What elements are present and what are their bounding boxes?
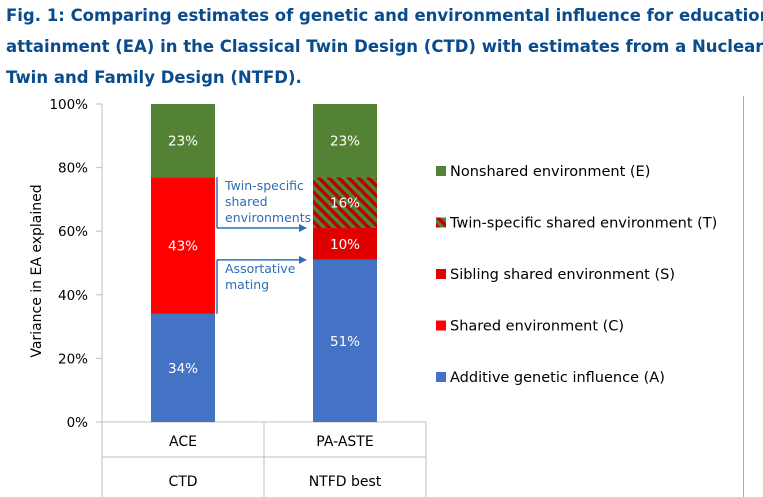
legend-swatch xyxy=(436,166,446,176)
legend-item: Shared environment (C) xyxy=(436,319,624,335)
bar-segment xyxy=(313,228,377,260)
y-tick-label: 80% xyxy=(58,161,88,177)
y-tick-label: 40% xyxy=(58,288,88,304)
figure-caption: Fig. 1: Comparing estimates of genetic a… xyxy=(6,0,763,93)
annotation-text: Assortative xyxy=(225,261,296,276)
x-group-label: NTFD best xyxy=(309,474,382,490)
data-label: 51% xyxy=(330,334,360,350)
legend-item: Sibling shared environment (S) xyxy=(436,267,675,283)
y-tick-label: 20% xyxy=(58,351,88,367)
legend-swatch xyxy=(436,372,446,382)
annotation-text: Twin-specific xyxy=(224,178,304,193)
legend-swatch xyxy=(436,217,446,228)
data-label: 23% xyxy=(168,134,198,150)
y-tick-label: 60% xyxy=(58,224,88,240)
annotation-text: mating xyxy=(225,277,269,292)
legend-label: Additive genetic influence (A) xyxy=(450,370,665,386)
legend-swatch xyxy=(436,269,446,279)
x-group-label: CTD xyxy=(168,474,197,490)
bar-segment xyxy=(151,177,215,314)
legend-label: Sibling shared environment (S) xyxy=(450,267,675,283)
caption-line-1: Fig. 1: Comparing estimates of genetic a… xyxy=(6,6,763,25)
legend-swatch xyxy=(436,320,446,331)
bar-segment xyxy=(313,104,377,178)
caption-line-3: Twin and Family Design (NTFD). xyxy=(6,68,302,87)
x-category-label: ACE xyxy=(169,434,197,450)
annotation-arrow-head xyxy=(299,255,307,264)
caption-line-2: attainment (EA) in the Classical Twin De… xyxy=(6,37,763,56)
legend-label: Nonshared environment (E) xyxy=(450,164,650,180)
bar-segment xyxy=(151,104,215,178)
legend-label: Twin-specific shared environment (T) xyxy=(449,216,717,232)
y-tick-label: 0% xyxy=(67,415,89,431)
legend-item: Twin-specific shared environment (T) xyxy=(436,216,717,232)
bar-segment xyxy=(151,313,215,422)
data-label: 10% xyxy=(330,237,360,253)
legend-item: Nonshared environment (E) xyxy=(436,164,650,180)
x-category-label: PA-ASTE xyxy=(316,434,373,450)
y-axis-title: Variance in EA explained xyxy=(29,184,45,357)
data-label: 43% xyxy=(168,239,198,255)
legend-label: Shared environment (C) xyxy=(450,319,624,335)
annotation-text: environments xyxy=(225,210,311,225)
bar-segment xyxy=(313,259,377,422)
data-label: 34% xyxy=(168,361,198,377)
data-label: 23% xyxy=(330,134,360,150)
bar-segment xyxy=(313,177,377,229)
data-label: 16% xyxy=(330,196,360,212)
annotation-text: shared xyxy=(225,194,268,209)
y-tick-label: 100% xyxy=(49,97,88,113)
legend-item: Additive genetic influence (A) xyxy=(436,370,665,386)
annotation-arrow-head xyxy=(299,224,307,233)
panel-right-border xyxy=(743,96,744,497)
